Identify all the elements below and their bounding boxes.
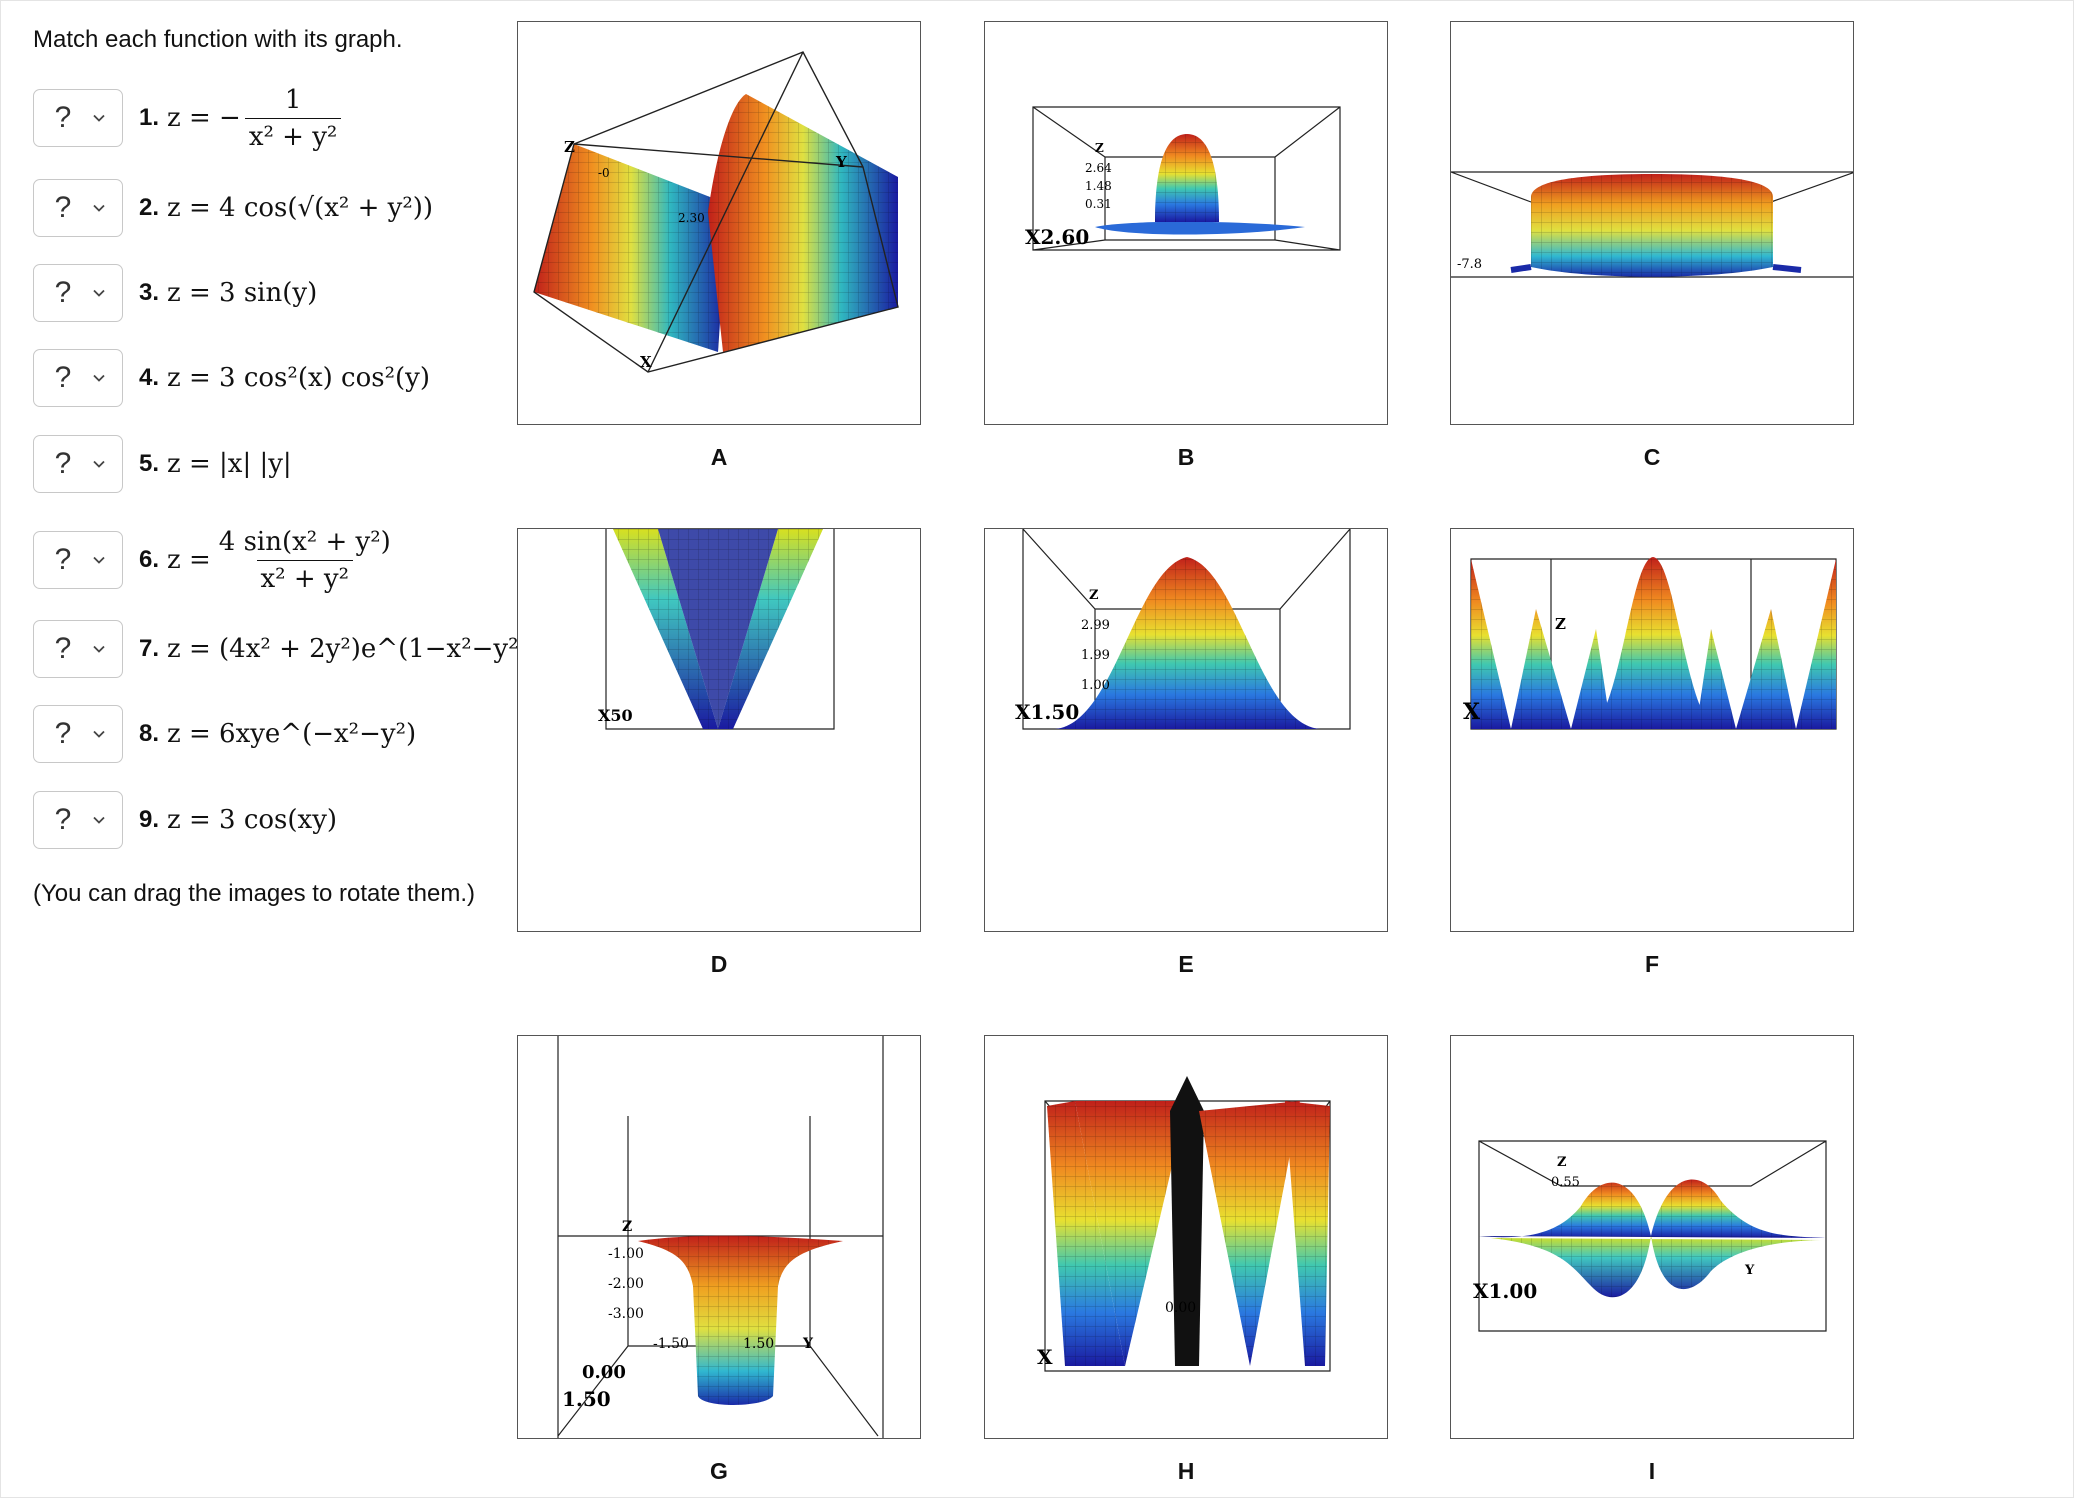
- axis-label-x: X1.50: [1015, 700, 1079, 724]
- function-label-5: 5. z = |x| |y|: [139, 449, 292, 479]
- axis-label-z: Z: [1095, 141, 1104, 155]
- tick-label: -1.50: [653, 1336, 689, 1352]
- axis-label-y: Y: [835, 153, 847, 171]
- graph-d[interactable]: X50: [517, 528, 921, 932]
- function-row-4: ? 4. z = 3 cos²(x) cos²(y): [33, 348, 430, 408]
- graph-i[interactable]: Z 0.55 X1.00 Y: [1450, 1035, 1854, 1439]
- tick-label: 2.64: [1085, 161, 1112, 175]
- tick-label: 1.00: [1081, 678, 1110, 693]
- function-label-1: 1. z = − 1 x² + y²: [139, 85, 345, 152]
- answer-select-4[interactable]: ?: [33, 349, 123, 407]
- graph-g[interactable]: Z -1.00 -2.00 -3.00 -1.50 1.50 Y 0.00 1.…: [517, 1035, 921, 1439]
- tick-label: 1.99: [1081, 648, 1110, 663]
- chevron-down-icon: [93, 374, 105, 382]
- graph-label-e: E: [1178, 951, 1194, 977]
- graph-label-b: B: [1177, 444, 1195, 470]
- tick-label: 1.50: [562, 1387, 611, 1411]
- answer-select-7[interactable]: ?: [33, 620, 123, 678]
- tick-label: -1.00: [608, 1246, 644, 1262]
- graph-label-c: C: [1643, 444, 1661, 470]
- axis-label-x: X: [1463, 699, 1481, 725]
- axis-label-y: Y: [1744, 1263, 1755, 1278]
- graph-c[interactable]: -7.8: [1450, 21, 1854, 425]
- answer-select-5[interactable]: ?: [33, 435, 123, 493]
- fraction: 4 sin(x² + y²) x² + y²: [218, 526, 391, 594]
- chevron-down-icon: [93, 114, 105, 122]
- chevron-down-icon: [93, 645, 105, 653]
- function-row-5: ? 5. z = |x| |y|: [33, 434, 292, 494]
- select-value: ?: [54, 101, 72, 134]
- function-label-8: 8. z = 6xye^(−x²−y²): [139, 719, 417, 749]
- tick-label: 1.50: [743, 1336, 774, 1352]
- answer-select-8[interactable]: ?: [33, 705, 123, 763]
- function-label-6: 6. z = 4 sin(x² + y²) x² + y²: [139, 527, 399, 594]
- answer-select-2[interactable]: ?: [33, 179, 123, 237]
- answer-select-1[interactable]: ?: [33, 89, 123, 147]
- tick-label: -7.8: [1457, 257, 1482, 272]
- tick-label: 1.48: [1085, 179, 1112, 193]
- tick-label: 0.31: [1085, 197, 1112, 211]
- chevron-down-icon: [93, 556, 105, 564]
- function-row-9: ? 9. z = 3 cos(xy): [33, 790, 337, 850]
- drag-hint-text: (You can drag the images to rotate them.…: [33, 880, 476, 907]
- axis-label-z: Z: [564, 138, 575, 156]
- axis-label-z: Z: [1089, 588, 1099, 603]
- function-row-6: ? 6. z = 4 sin(x² + y²) x² + y²: [33, 527, 399, 594]
- axis-label-x: X1.00: [1473, 1279, 1537, 1303]
- answer-select-3[interactable]: ?: [33, 264, 123, 322]
- tick-label: 2.99: [1081, 618, 1110, 633]
- graph-e[interactable]: Z 2.99 1.99 1.00 X1.50: [984, 528, 1388, 932]
- chevron-down-icon: [93, 816, 105, 824]
- answer-select-9[interactable]: ?: [33, 791, 123, 849]
- tick-label: 0.00: [582, 1362, 626, 1383]
- graph-f[interactable]: Z X: [1450, 528, 1854, 932]
- axis-label-y: Y: [802, 1336, 814, 1352]
- graph-label-i: I: [1648, 1458, 1656, 1484]
- axis-label-z: Z: [622, 1219, 632, 1235]
- function-label-4: 4. z = 3 cos²(x) cos²(y): [139, 363, 430, 393]
- axis-label-x: X2.60: [1025, 225, 1089, 249]
- chevron-down-icon: [93, 730, 105, 738]
- tick-label: 0.55: [1551, 1175, 1580, 1190]
- tick-label: -2.00: [608, 1276, 644, 1292]
- function-label-7: 7. z = (4x² + 2y²)e^(1−x²−y²): [139, 634, 529, 664]
- function-row-2: ? 2. z = 4 cos(√(x² + y²)): [33, 178, 433, 238]
- tick-label: 0.00: [1165, 1300, 1196, 1316]
- graph-b[interactable]: Z 2.64 1.48 0.31 X2.60: [984, 21, 1388, 425]
- chevron-down-icon: [93, 289, 105, 297]
- answer-select-6[interactable]: ?: [33, 531, 123, 589]
- graph-label-f: F: [1644, 951, 1660, 977]
- graph-label-g: G: [710, 1458, 728, 1484]
- graph-label-a: A: [710, 444, 728, 470]
- chevron-down-icon: [93, 460, 105, 468]
- function-row-3: ? 3. z = 3 sin(y): [33, 263, 317, 323]
- axis-label-z: Z: [1555, 615, 1566, 633]
- fraction: 1 x² + y²: [244, 85, 342, 152]
- graph-label-h: H: [1177, 1458, 1195, 1484]
- chevron-down-icon: [93, 204, 105, 212]
- graph-h[interactable]: 0.00 X: [984, 1035, 1388, 1439]
- function-label-2: 2. z = 4 cos(√(x² + y²)): [139, 193, 434, 223]
- function-row-8: ? 8. z = 6xye^(−x²−y²): [33, 704, 416, 764]
- function-label-3: 3. z = 3 sin(y): [139, 278, 318, 308]
- graph-a[interactable]: Z Y X 2.30 -0: [517, 21, 921, 425]
- tick-label: -3.00: [608, 1306, 644, 1322]
- axis-label-z: Z: [1557, 1155, 1567, 1170]
- graph-label-d: D: [710, 951, 728, 977]
- function-row-1: ? 1. z = − 1 x² + y²: [33, 85, 345, 152]
- axis-label-x: X: [1037, 1345, 1053, 1369]
- axis-label-x: X50: [598, 706, 633, 725]
- tick-label: -0: [598, 166, 610, 180]
- tick-label: 2.30: [678, 211, 705, 225]
- function-row-7: ? 7. z = (4x² + 2y²)e^(1−x²−y²): [33, 619, 529, 679]
- function-label-9: 9. z = 3 cos(xy): [139, 805, 338, 835]
- instruction-text: Match each function with its graph.: [33, 26, 403, 53]
- axis-label-x: X: [640, 353, 652, 371]
